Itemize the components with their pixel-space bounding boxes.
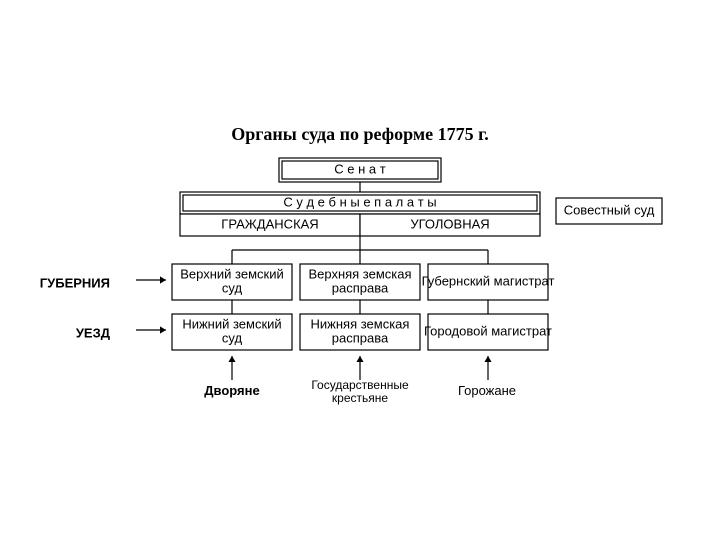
svg-text:Губернский магистрат: Губернский магистрат [422,273,555,288]
svg-text:суд: суд [222,280,243,295]
arrow [228,356,235,380]
svg-text:Городовой магистрат: Городовой магистрат [424,323,552,338]
label-dvoryane: Дворяне [204,383,259,398]
svg-text:Нижняя земская: Нижняя земская [311,316,410,331]
svg-text:Нижний земский: Нижний земский [182,316,281,331]
node-grazhd: ГРАЖДАНСКАЯ [180,214,360,236]
svg-text:расправа: расправа [332,330,389,345]
node-vzs: Верхний земскийсуд [172,264,292,300]
node-nzs: Нижний земскийсуд [172,314,292,350]
svg-text:суд: суд [222,330,243,345]
node-nzr: Нижняя земскаярасправа [300,314,420,350]
svg-text:ГРАЖДАНСКАЯ: ГРАЖДАНСКАЯ [221,216,318,231]
label-guberniya: ГУБЕРНИЯ [40,275,110,290]
svg-text:УГОЛОВНАЯ: УГОЛОВНАЯ [410,216,489,231]
node-gormag: Городовой магистрат [424,314,552,350]
svg-text:С у д е б н ы е п а л а т ы: С у д е б н ы е п а л а т ы [283,194,436,209]
arrow [136,276,166,283]
label-gorozhane: Горожане [458,383,516,398]
node-gubmag: Губернский магистрат [422,264,555,300]
svg-text:расправа: расправа [332,280,389,295]
svg-text:С е н а т: С е н а т [334,161,385,176]
node-senat: С е н а т [279,158,441,182]
node-palaty: С у д е б н ы е п а л а т ы [180,192,540,214]
arrow [136,326,166,333]
node-vzr: Верхняя земскаярасправа [300,264,420,300]
node-sovest: Совестный суд [556,198,662,224]
svg-text:Верхний земский: Верхний земский [180,266,284,281]
label-uezd: УЕЗД [76,325,111,340]
label-krestyane-2: крестьяне [332,391,388,405]
svg-text:Совестный суд: Совестный суд [564,202,655,217]
arrow [484,356,491,380]
svg-text:Верхняя земская: Верхняя земская [308,266,411,281]
arrow [356,356,363,380]
diagram-title: Органы суда по реформе 1775 г. [231,124,489,144]
label-krestyane-1: Государственные [311,378,409,392]
node-ugolov: УГОЛОВНАЯ [360,214,540,236]
diagram-canvas: Органы суда по реформе 1775 г. С е н а т С… [0,0,720,540]
